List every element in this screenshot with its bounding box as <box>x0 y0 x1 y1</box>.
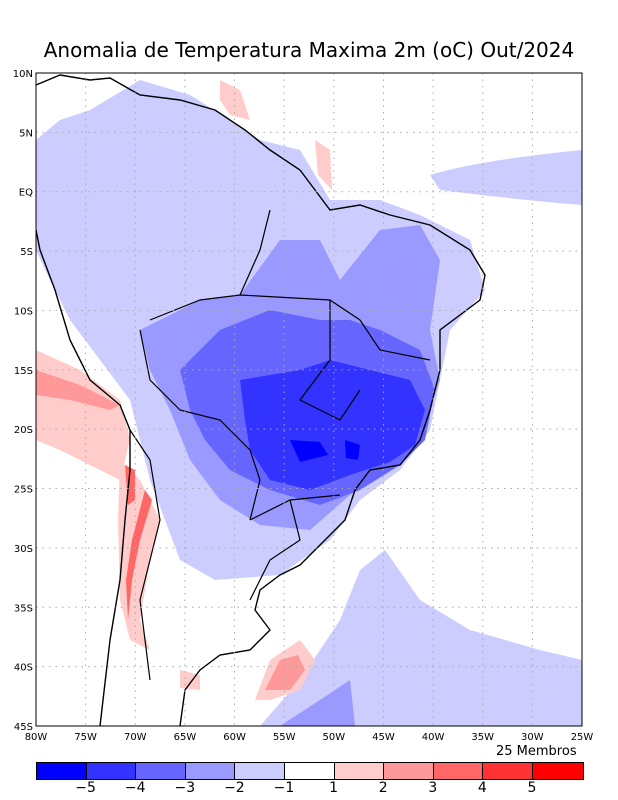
colorbar-tick-label: −5 <box>75 780 96 796</box>
colorbar-swatch <box>37 763 87 779</box>
colorbar-tick-label: 4 <box>477 780 487 796</box>
anomaly-region-darkest-blue <box>345 440 360 460</box>
colorbar-swatch <box>532 763 583 779</box>
lon-label: 75W <box>74 732 97 743</box>
anomaly-region-warm-coast-core <box>36 370 120 410</box>
colorbar-tick-label: −3 <box>174 780 196 796</box>
lon-label: 35W <box>471 732 494 743</box>
lon-label: 50W <box>323 732 346 743</box>
colorbar-swatch <box>483 763 533 779</box>
lon-label: 30W <box>521 732 544 743</box>
lat-label: 40S <box>14 663 33 674</box>
lat-label: 45S <box>14 722 33 733</box>
coastline <box>36 74 486 726</box>
anomaly-region-warm-patagonia-core <box>265 655 305 690</box>
lat-label: 15S <box>14 366 33 377</box>
map-frame <box>35 72 583 727</box>
lon-label: 55W <box>273 732 296 743</box>
lat-label: 20S <box>14 425 33 436</box>
anomaly-region-andes-red <box>126 490 152 620</box>
colorbar-tick-label: 3 <box>428 780 438 796</box>
colorbar-swatch <box>136 763 186 779</box>
colorbar-tick-label: 5 <box>527 780 537 796</box>
lat-label: 10N <box>13 69 33 80</box>
lon-label: 45W <box>372 732 395 743</box>
anomaly-region-light-blue-ocean <box>430 150 582 205</box>
colorbar-swatch <box>384 763 434 779</box>
country-borders <box>129 209 431 681</box>
lon-label: 40W <box>422 732 445 743</box>
colorbar-tick-label: −4 <box>124 780 146 796</box>
anomaly-region-medium-blue-south <box>280 680 355 726</box>
members-note: 25 Membros <box>496 744 577 759</box>
colorbar-swatch <box>235 763 285 779</box>
colorbar-swatch <box>185 763 236 779</box>
lon-label: 65W <box>174 732 197 743</box>
lat-label: 30S <box>14 544 33 555</box>
anomaly-region-light-blue-south-atlantic <box>260 550 582 726</box>
colorbar-tick-label: 1 <box>329 780 339 796</box>
anomaly-region-darkest-blue <box>290 440 328 462</box>
colorbar-swatch <box>284 763 335 779</box>
lon-label: 80W <box>25 732 48 743</box>
colorbar-tick-label: −1 <box>273 780 295 796</box>
grid-lines <box>36 73 582 726</box>
anomaly-region-strong-blue <box>240 360 425 490</box>
lat-label: 5S <box>20 247 33 258</box>
colorbar <box>36 762 584 780</box>
colorbar-tick-label: 2 <box>378 780 388 796</box>
lon-label: 70W <box>124 732 147 743</box>
lat-label: 10S <box>14 306 33 317</box>
lon-label: 25W <box>571 732 594 743</box>
anomaly-region-warm-guiana <box>315 140 332 190</box>
lat-label: 35S <box>14 603 33 614</box>
lon-label: 60W <box>223 732 246 743</box>
colorbar-tick-label: −2 <box>224 780 245 796</box>
colorbar-swatch <box>86 763 137 779</box>
lat-label: 25S <box>14 485 33 496</box>
map-title: Anomalia de Temperatura Maxima 2m (oC) O… <box>43 38 575 62</box>
lat-label: 5N <box>19 128 33 139</box>
colorbar-swatch <box>334 763 385 779</box>
colorbar-swatch <box>433 763 484 779</box>
lat-label: EQ <box>19 188 33 199</box>
